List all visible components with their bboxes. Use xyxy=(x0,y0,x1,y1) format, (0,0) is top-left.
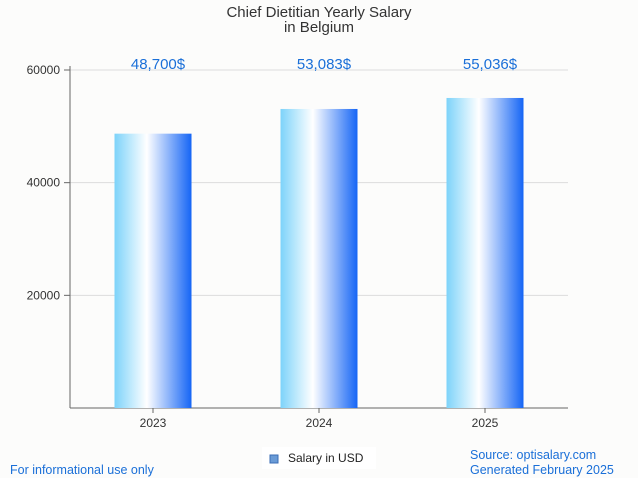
legend-label: Salary in USD xyxy=(288,451,364,465)
chart-title-line-2: in Belgium xyxy=(284,19,354,36)
generated-text: Generated February 2025 xyxy=(470,463,614,477)
disclaimer-text: For informational use only xyxy=(10,463,154,477)
labels: 20000 40000 60000 2023 48,700$ 2024 53,083$ 202… xyxy=(27,56,518,430)
footer-source-block: Source: optisalary.com Generated Februar… xyxy=(470,448,614,478)
x-tick-label-2025: 2025 xyxy=(472,416,499,430)
value-label-2025: 55,036$ xyxy=(463,56,518,73)
x-tick-label-2024: 2024 xyxy=(306,416,333,430)
bar-2024 xyxy=(280,108,358,409)
chart-title-line-1: Chief Dietitian Yearly Salary xyxy=(226,4,412,21)
legend-swatch xyxy=(269,454,279,464)
x-tick-label-2023: 2023 xyxy=(140,416,167,430)
y-tick-label-1: 40000 xyxy=(27,176,61,190)
bars xyxy=(114,97,524,409)
bar-2025 xyxy=(446,97,524,408)
legend-background xyxy=(262,447,376,469)
bar-2023 xyxy=(114,133,192,408)
value-label-2023: 48,700$ xyxy=(131,56,186,73)
value-label-2024: 53,083$ xyxy=(297,56,352,73)
legend: Salary in USD xyxy=(262,447,376,469)
source-text: Source: optisalary.com xyxy=(470,448,597,462)
y-tick-label-0: 20000 xyxy=(27,288,61,302)
y-tick-label-2: 60000 xyxy=(27,63,61,77)
